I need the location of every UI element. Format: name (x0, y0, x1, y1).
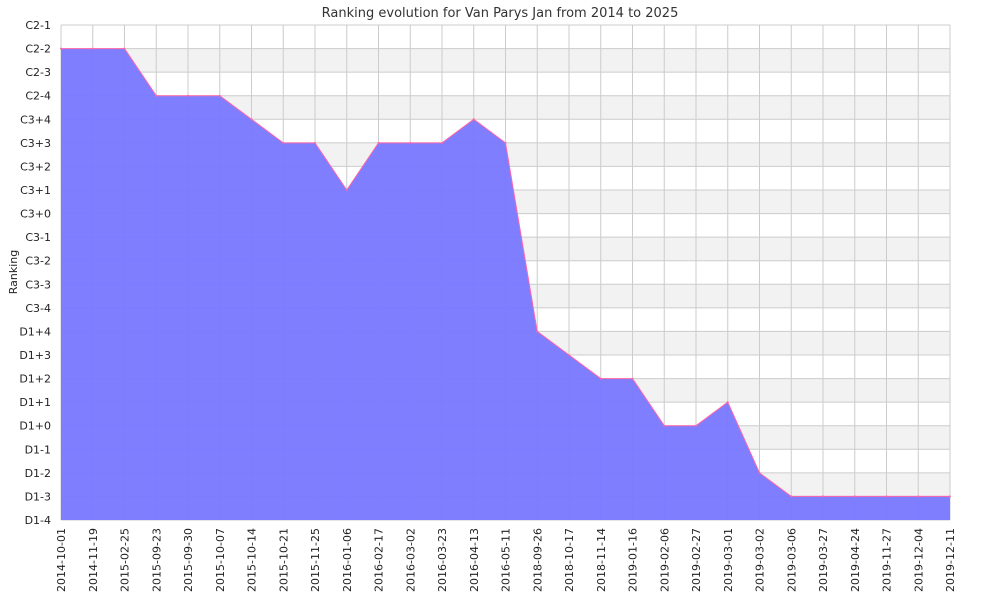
y-tick-label: C3+4 (20, 113, 51, 126)
y-tick-label: C3+0 (20, 208, 51, 221)
x-tick-label: 2016-03-23 (436, 528, 449, 592)
data-point: 2019-02-06: D1+0 (663, 424, 666, 427)
area-layer: 2014-10-01: C2-2 2014-11-19: C2-2 2015-02-… (60, 47, 951, 520)
y-tick-label: D1+0 (19, 420, 51, 433)
x-tick-label: 2019-12-04 (912, 528, 925, 592)
data-point: 2015-09-30: C2-4 (187, 94, 189, 97)
data-point: 2016-03-23: C3+3 (441, 141, 443, 144)
data-point: 2015-10-07: C2-4 (218, 94, 221, 97)
x-tick-label: 2018-11-14 (595, 528, 608, 592)
y-tick-label: C3-3 (25, 278, 51, 291)
data-point: 2018-09-26: D1+4 (536, 330, 539, 333)
y-tick-label: D1-4 (25, 514, 51, 527)
x-tick-label: 2015-10-07 (214, 528, 227, 592)
data-point: 2019-12-11: D1-3 (949, 495, 951, 498)
data-point: 2019-03-27: D1-3 (822, 495, 824, 498)
x-tick-label: 2015-02-25 (119, 528, 132, 592)
data-point: 2019-04-24: D1-3 (853, 495, 856, 498)
data-point: 2016-01-06: C3+1 (345, 189, 348, 191)
x-tick-label: 2019-03-01 (722, 528, 735, 592)
y-tick-label: C2-3 (25, 66, 51, 79)
data-point: 2016-02-17: C3+3 (377, 141, 380, 144)
y-tick-label: C3-2 (25, 255, 51, 268)
data-point: 2015-10-21: C3+3 (282, 141, 285, 144)
data-point: 2019-12-04: D1-3 (917, 495, 920, 498)
x-tick-label: 2016-01-06 (341, 528, 354, 592)
data-point: 2019-03-02: D1-2 (758, 471, 761, 474)
x-tick-label: 2015-11-25 (309, 528, 322, 592)
x-tick-label: 2018-10-17 (563, 528, 576, 592)
x-tick-label: 2019-03-06 (785, 528, 798, 592)
data-point: 2019-03-01: D1+1 (726, 401, 729, 404)
x-tick-label: 2016-02-17 (373, 528, 386, 592)
x-tick-label: 2015-09-23 (150, 528, 163, 592)
x-tick-label: 2016-04-13 (468, 528, 481, 592)
data-point: 2016-03-02: C3+3 (409, 141, 412, 144)
x-tick-label: 2014-10-01 (55, 528, 68, 592)
data-point: 2015-09-23: C2-4 (155, 94, 158, 97)
data-point: 2016-05-11: C3+3 (504, 141, 507, 144)
y-tick-label: D1-1 (25, 443, 51, 456)
x-tick-label: 2019-02-06 (658, 528, 671, 592)
y-tick-label: C2-4 (25, 90, 51, 103)
y-tick-label: D1+2 (19, 373, 51, 386)
data-point: 2018-11-14: D1+2 (599, 377, 602, 380)
y-tick-label: C3-1 (25, 231, 51, 244)
x-tick-label: 2015-09-30 (182, 528, 195, 592)
y-axis-ticks: C2-1 C2-2 C2-3 C2-4 C3+4 C3+3 C3+2 C3+1 C3+0 C3-1… (19, 19, 51, 527)
data-point: 2019-02-27: D1+0 (695, 424, 697, 427)
y-tick-label: C3-4 (25, 302, 51, 315)
x-tick-label: 2018-09-26 (531, 528, 544, 592)
x-tick-label: 2019-03-02 (754, 528, 767, 592)
x-tick-label: 2019-11-27 (881, 528, 894, 592)
data-point: 2016-04-13: C3+4 (472, 118, 475, 121)
data-point: 2019-01-16: D1+2 (631, 377, 634, 380)
x-tick-label: 2019-02-27 (690, 528, 703, 592)
x-tick-label: 2019-12-11 (944, 528, 957, 592)
x-tick-label: 2016-03-02 (404, 528, 417, 592)
y-tick-label: D1+3 (19, 349, 51, 362)
y-axis-label: Ranking (7, 250, 20, 295)
data-point: 2015-11-25: C3+3 (314, 141, 316, 144)
data-point: 2019-11-27: D1-3 (885, 495, 888, 498)
data-point: 2015-10-14: C3+4 (250, 118, 253, 121)
x-tick-label: 2019-03-27 (817, 528, 830, 592)
y-tick-label: C3+3 (20, 137, 51, 150)
x-tick-label: 2016-05-11 (500, 528, 513, 592)
x-tick-label: 2014-11-19 (87, 528, 100, 592)
y-tick-label: D1+4 (19, 325, 51, 338)
y-tick-label: D1-2 (25, 467, 51, 480)
y-tick-label: C3+2 (20, 160, 51, 173)
data-point: 2014-10-01: C2-2 (60, 47, 62, 50)
data-point: 2019-03-06: D1-3 (790, 495, 793, 498)
chart-title: Ranking evolution for Van Parys Jan from… (322, 6, 679, 21)
data-point: 2018-10-17: D1+3 (568, 354, 570, 356)
x-tick-label: 2019-04-24 (849, 528, 862, 592)
data-point: 2015-02-25: C2-2 (123, 47, 126, 50)
y-tick-label: D1+1 (19, 396, 51, 409)
x-tick-label: 2015-10-14 (246, 528, 259, 592)
x-tick-label: 2015-10-21 (277, 528, 290, 592)
y-tick-label: C2-1 (25, 19, 51, 32)
x-axis-ticks: 2014-10-01 2014-11-19 2015-02-25 2015-09-23… (55, 528, 957, 592)
data-point: 2014-11-19: C2-2 (91, 47, 94, 50)
y-tick-label: C3+1 (20, 184, 51, 197)
y-tick-label: C2-2 (25, 43, 51, 56)
x-tick-label: 2019-01-16 (627, 528, 640, 592)
y-tick-label: D1-3 (25, 490, 51, 503)
